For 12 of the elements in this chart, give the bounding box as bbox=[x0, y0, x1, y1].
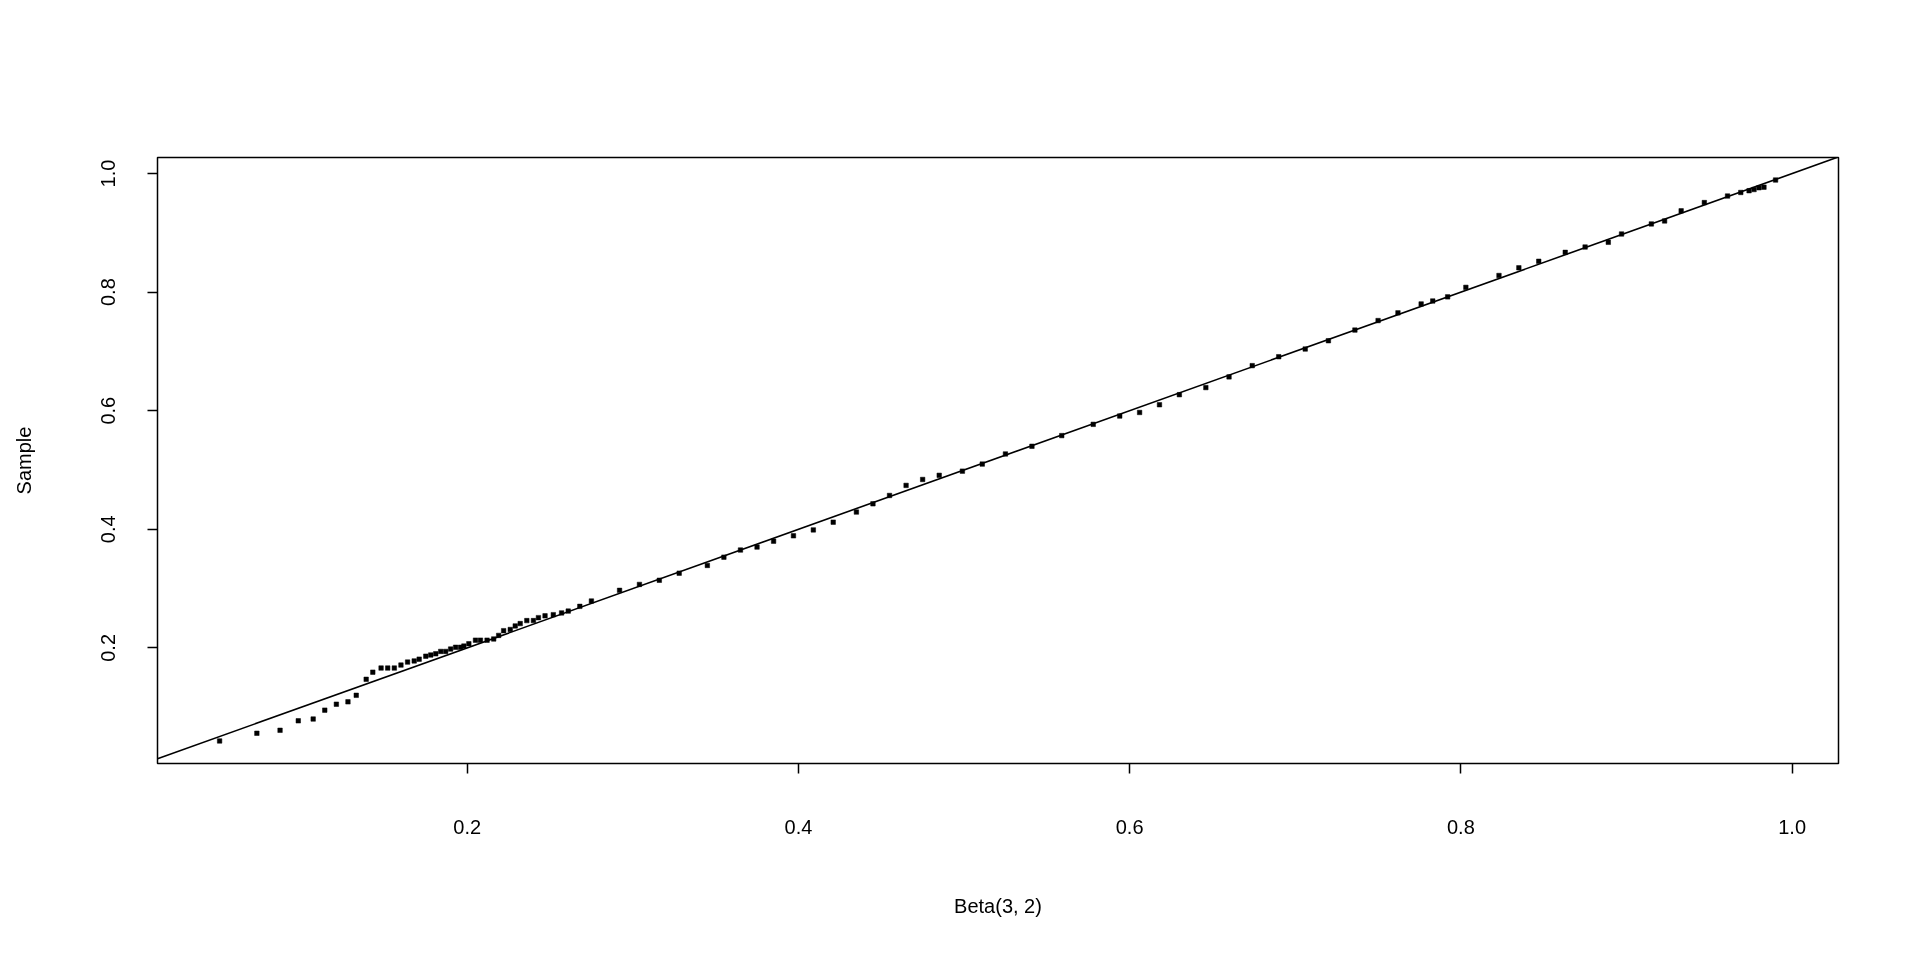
y-tick-label: 1.0 bbox=[97, 159, 120, 188]
y-axis-title: Sample bbox=[12, 426, 35, 495]
x-tick-label: 0.4 bbox=[784, 815, 813, 838]
x-axis-title: Beta(3, 2) bbox=[954, 894, 1042, 917]
x-tick-label: 0.6 bbox=[1115, 815, 1144, 838]
x-tick-label: 1.0 bbox=[1778, 815, 1807, 838]
x-tick-label: 0.8 bbox=[1446, 815, 1475, 838]
y-tick-label: 0.4 bbox=[97, 515, 120, 544]
y-tick-label: 0.6 bbox=[97, 396, 120, 425]
y-tick-label: 0.2 bbox=[97, 633, 120, 662]
x-tick-label: 0.2 bbox=[453, 815, 482, 838]
y-tick-label: 0.8 bbox=[97, 278, 120, 306]
